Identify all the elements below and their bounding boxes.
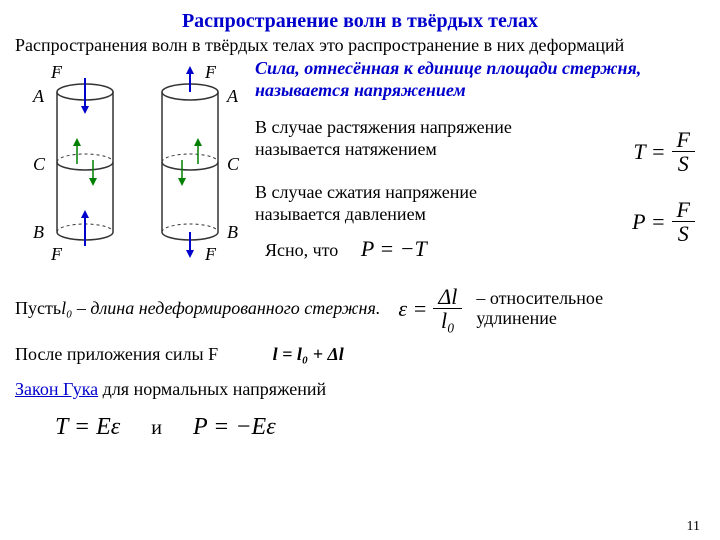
rel-elong-1: – относительное	[476, 288, 603, 308]
svg-text:A: A	[32, 86, 45, 106]
hooke-formulas: T = Eε и P = −Eε	[55, 414, 705, 441]
eq-p-minus-t: P = −T	[361, 236, 427, 261]
page-title: Распространение волн в твёрдых телах	[15, 10, 705, 33]
clear-that: Ясно, что	[265, 240, 338, 260]
svg-text:C: C	[33, 154, 46, 174]
tension-text: В случае растяжения напряжение называетс…	[255, 117, 535, 160]
page-number: 11	[687, 519, 700, 535]
svg-text:B: B	[227, 222, 238, 242]
cylinders-figure: F → A C B F → F →	[15, 52, 245, 277]
svg-text:A: A	[226, 86, 239, 106]
formula-eps-lhs: ε =	[398, 296, 427, 322]
pressure-text: В случае сжатия напряжение называется да…	[255, 182, 535, 225]
formula-P: P = FS	[632, 198, 695, 245]
svg-text:→: →	[52, 245, 62, 256]
formula-T: T = FS	[633, 128, 695, 175]
svg-text:→: →	[206, 245, 216, 256]
hooke-line: Закон Гука для нормальных напряжений	[15, 379, 705, 400]
l-equation: l = l₀ + Δl	[273, 344, 344, 364]
after-force-line: После приложения силы F l = l₀ + Δl	[15, 344, 705, 365]
svg-text:→: →	[52, 63, 62, 74]
svg-text:→: →	[206, 63, 216, 74]
svg-text:B: B	[33, 222, 44, 242]
rel-elong-2: удлинение	[476, 308, 557, 328]
stress-definition: Сила, отнесённая к единице площади стерж…	[255, 58, 705, 101]
let-l0-line: Пусть l₀ – длина недеформированного стер…	[15, 285, 705, 332]
svg-text:C: C	[227, 154, 240, 174]
